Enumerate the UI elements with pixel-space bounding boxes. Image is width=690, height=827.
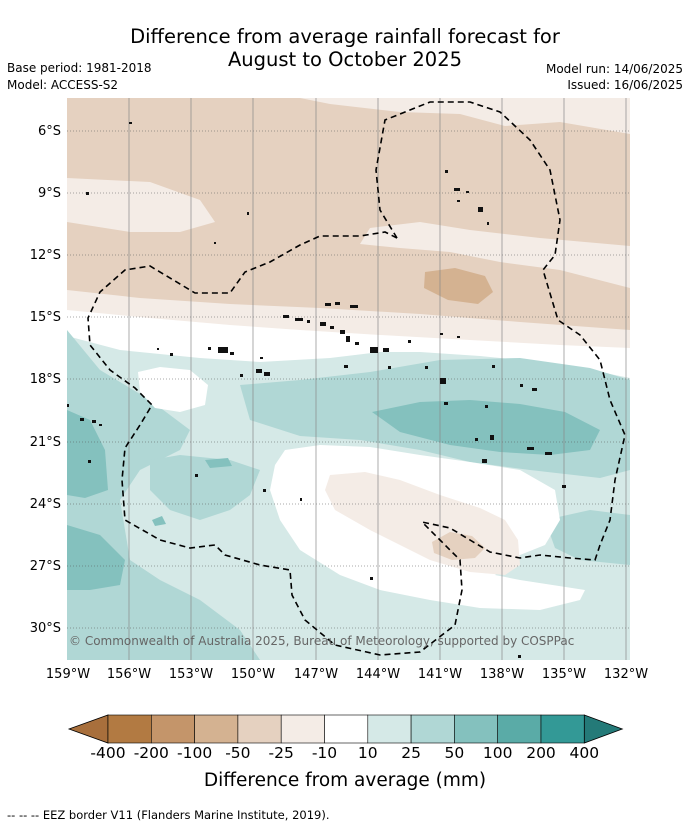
eez-footnote: -- -- -- EEZ border V11 (Flanders Marine… — [7, 808, 330, 822]
colorbar-tick-label: 400 — [569, 744, 600, 762]
colorbar-swatch — [497, 714, 542, 744]
lat-label: 30°S — [29, 621, 61, 636]
lat-label: 21°S — [29, 435, 61, 450]
model-name: Model: ACCESS-S2 — [7, 78, 119, 92]
colorbar — [67, 714, 624, 744]
colorbar-swatch — [194, 714, 239, 744]
colorbar-tick-label: -400 — [90, 744, 126, 762]
colorbar-tick-label: 100 — [482, 744, 513, 762]
colorbar-extend-high — [583, 714, 624, 744]
eez-border-east — [375, 101, 626, 561]
map-title-line2: August to October 2025 — [227, 48, 463, 71]
lat-label: 27°S — [29, 559, 61, 574]
colorbar-swatch — [540, 714, 585, 744]
eez-border-west — [87, 231, 463, 656]
lon-label: 141°W — [417, 667, 463, 682]
colorbar-tick-label: -50 — [225, 744, 251, 762]
lat-label: 15°S — [29, 310, 61, 325]
lat-label: 12°S — [29, 248, 61, 263]
rainfall-anomaly-field — [67, 98, 630, 660]
colorbar-swatch — [410, 714, 455, 744]
lat-label: 18°S — [29, 372, 61, 387]
lon-label: 150°W — [230, 667, 276, 682]
colorbar-tick-label: 200 — [526, 744, 556, 762]
map-title-line1: Difference from average rainfall forecas… — [130, 25, 560, 48]
colorbar-tick-label: 10 — [357, 744, 378, 762]
lat-label: 24°S — [29, 497, 61, 512]
colorbar-swatch — [107, 714, 152, 744]
lat-label: 9°S — [37, 186, 61, 201]
base-period: Base period: 1981-2018 — [7, 61, 152, 75]
colorbar-title: Difference from average (mm) — [203, 770, 487, 791]
colorbar-tick-label: 50 — [444, 744, 465, 762]
colorbar-swatch — [324, 714, 369, 744]
colorbar-extend-low — [67, 714, 109, 744]
colorbar-tick-label: -10 — [311, 744, 338, 762]
colorbar-tick-label: 25 — [401, 744, 421, 762]
colorbar-tick-label: -100 — [177, 744, 213, 762]
issued-date: Issued: 16/06/2025 — [567, 78, 683, 92]
lon-label: 138°W — [479, 667, 525, 682]
lat-label: 6°S — [37, 124, 61, 139]
lon-label: 153°W — [168, 667, 214, 682]
lon-label: 144°W — [355, 667, 401, 682]
colorbar-swatch — [367, 714, 412, 744]
colorbar-tick-label: -200 — [133, 744, 169, 762]
colorbar-swatch — [237, 714, 282, 744]
colorbar-tick-label: -25 — [268, 744, 294, 762]
lon-label: 159°W — [45, 667, 91, 682]
colorbar-swatch — [151, 714, 195, 744]
model-run-date: Model run: 14/06/2025 — [545, 62, 683, 76]
lon-label: 147°W — [293, 667, 339, 682]
lon-label: 135°W — [541, 667, 587, 682]
copyright-notice: © Commonwealth of Australia 2025, Bureau… — [69, 634, 575, 648]
lon-label: 132°W — [603, 667, 649, 682]
colorbar-swatch — [280, 714, 325, 744]
colorbar-swatch — [454, 714, 498, 744]
lon-label: 156°W — [106, 667, 152, 682]
